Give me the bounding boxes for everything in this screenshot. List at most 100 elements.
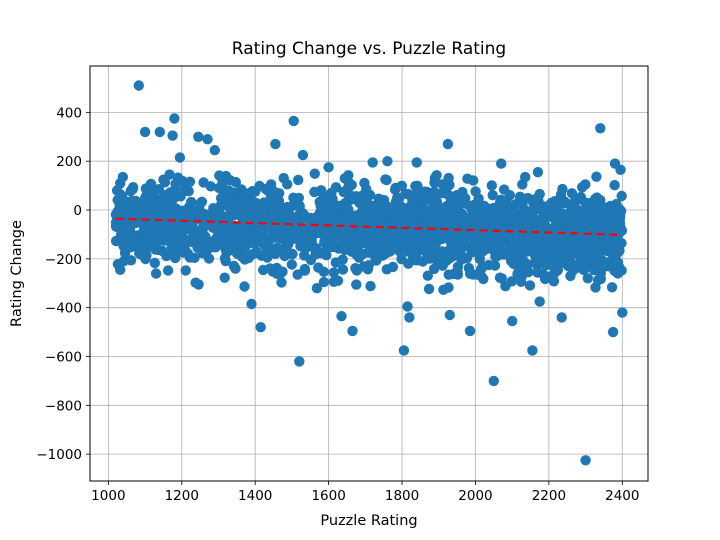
data-point — [529, 250, 541, 261]
data-point — [572, 248, 583, 259]
data-point — [617, 307, 628, 318]
data-point — [588, 243, 599, 254]
data-point — [559, 211, 570, 223]
data-point — [169, 228, 181, 240]
data-point — [541, 244, 552, 255]
data-point — [219, 253, 231, 264]
data-point — [159, 177, 171, 188]
x-tick-label: 2200 — [532, 488, 566, 504]
data-point — [555, 244, 566, 255]
data-point — [195, 198, 206, 209]
data-point — [468, 175, 479, 186]
data-point — [330, 182, 342, 193]
data-point — [164, 169, 175, 180]
data-point — [496, 158, 507, 169]
data-point — [348, 193, 359, 204]
data-point — [380, 174, 391, 185]
data-point — [172, 172, 184, 183]
data-point — [477, 261, 488, 272]
data-point — [453, 239, 465, 251]
data-point — [112, 259, 124, 270]
data-point — [452, 231, 463, 242]
data-point — [532, 167, 544, 178]
data-point — [584, 197, 596, 209]
data-point — [280, 228, 292, 239]
data-point — [389, 184, 401, 195]
data-point — [457, 186, 468, 198]
data-point — [220, 221, 231, 232]
data-point — [365, 280, 376, 292]
data-point — [162, 197, 173, 208]
data-point — [193, 279, 204, 290]
data-point — [612, 257, 624, 268]
data-point — [573, 205, 584, 216]
data-point — [443, 190, 455, 201]
data-point — [119, 242, 131, 254]
data-point — [463, 262, 475, 274]
data-point — [288, 115, 299, 127]
data-point — [180, 224, 191, 235]
data-point — [369, 226, 380, 237]
data-point — [196, 231, 207, 243]
data-point — [187, 236, 198, 248]
data-point — [361, 184, 372, 195]
data-point — [437, 179, 448, 190]
data-point — [437, 260, 448, 271]
data-point — [411, 157, 422, 168]
axis-ticks: 1000 1200 1400 1600 1800 2000 2200 24004002000−… — [36, 105, 639, 504]
data-point — [183, 186, 194, 197]
data-point — [443, 269, 454, 280]
data-point — [330, 257, 341, 268]
data-point — [280, 249, 291, 261]
data-point — [246, 249, 258, 260]
data-point — [170, 252, 181, 264]
data-point — [407, 192, 418, 203]
data-point — [162, 265, 174, 276]
data-point — [508, 258, 519, 269]
x-axis-label: Puzzle Rating — [320, 513, 417, 529]
data-point — [575, 191, 586, 203]
data-point — [274, 188, 285, 199]
data-point — [154, 126, 165, 138]
data-point — [299, 242, 311, 253]
data-point — [112, 214, 123, 226]
data-point — [230, 176, 241, 188]
x-tick-label: 1600 — [311, 488, 345, 504]
data-point — [473, 193, 484, 204]
data-point — [117, 171, 128, 183]
data-point — [239, 187, 250, 199]
y-tick-label: −800 — [45, 398, 82, 414]
data-point — [239, 254, 250, 265]
data-point — [514, 191, 526, 202]
data-point — [292, 269, 303, 280]
data-point — [475, 206, 486, 218]
data-point — [552, 196, 563, 207]
data-point — [557, 183, 568, 195]
data-point — [222, 240, 233, 251]
data-point — [580, 219, 591, 230]
data-point — [510, 208, 522, 220]
y-axis-label: Rating Change — [9, 220, 25, 327]
data-point — [184, 176, 196, 187]
data-point — [257, 206, 269, 218]
data-point — [205, 209, 216, 221]
data-point — [328, 267, 339, 278]
data-point — [167, 130, 178, 141]
data-point — [486, 180, 497, 191]
data-point — [150, 268, 162, 279]
data-point — [316, 217, 327, 228]
data-point — [616, 190, 627, 202]
data-point — [246, 298, 257, 310]
trend-line-group — [115, 217, 623, 237]
data-point — [406, 239, 417, 251]
data-point — [361, 195, 372, 206]
data-point — [448, 199, 459, 210]
data-point — [215, 193, 227, 204]
data-point — [313, 262, 324, 273]
data-point — [298, 210, 309, 221]
data-point — [341, 203, 353, 214]
data-point — [517, 179, 528, 190]
data-point — [595, 273, 606, 285]
data-point — [488, 375, 499, 387]
data-point — [578, 237, 589, 248]
